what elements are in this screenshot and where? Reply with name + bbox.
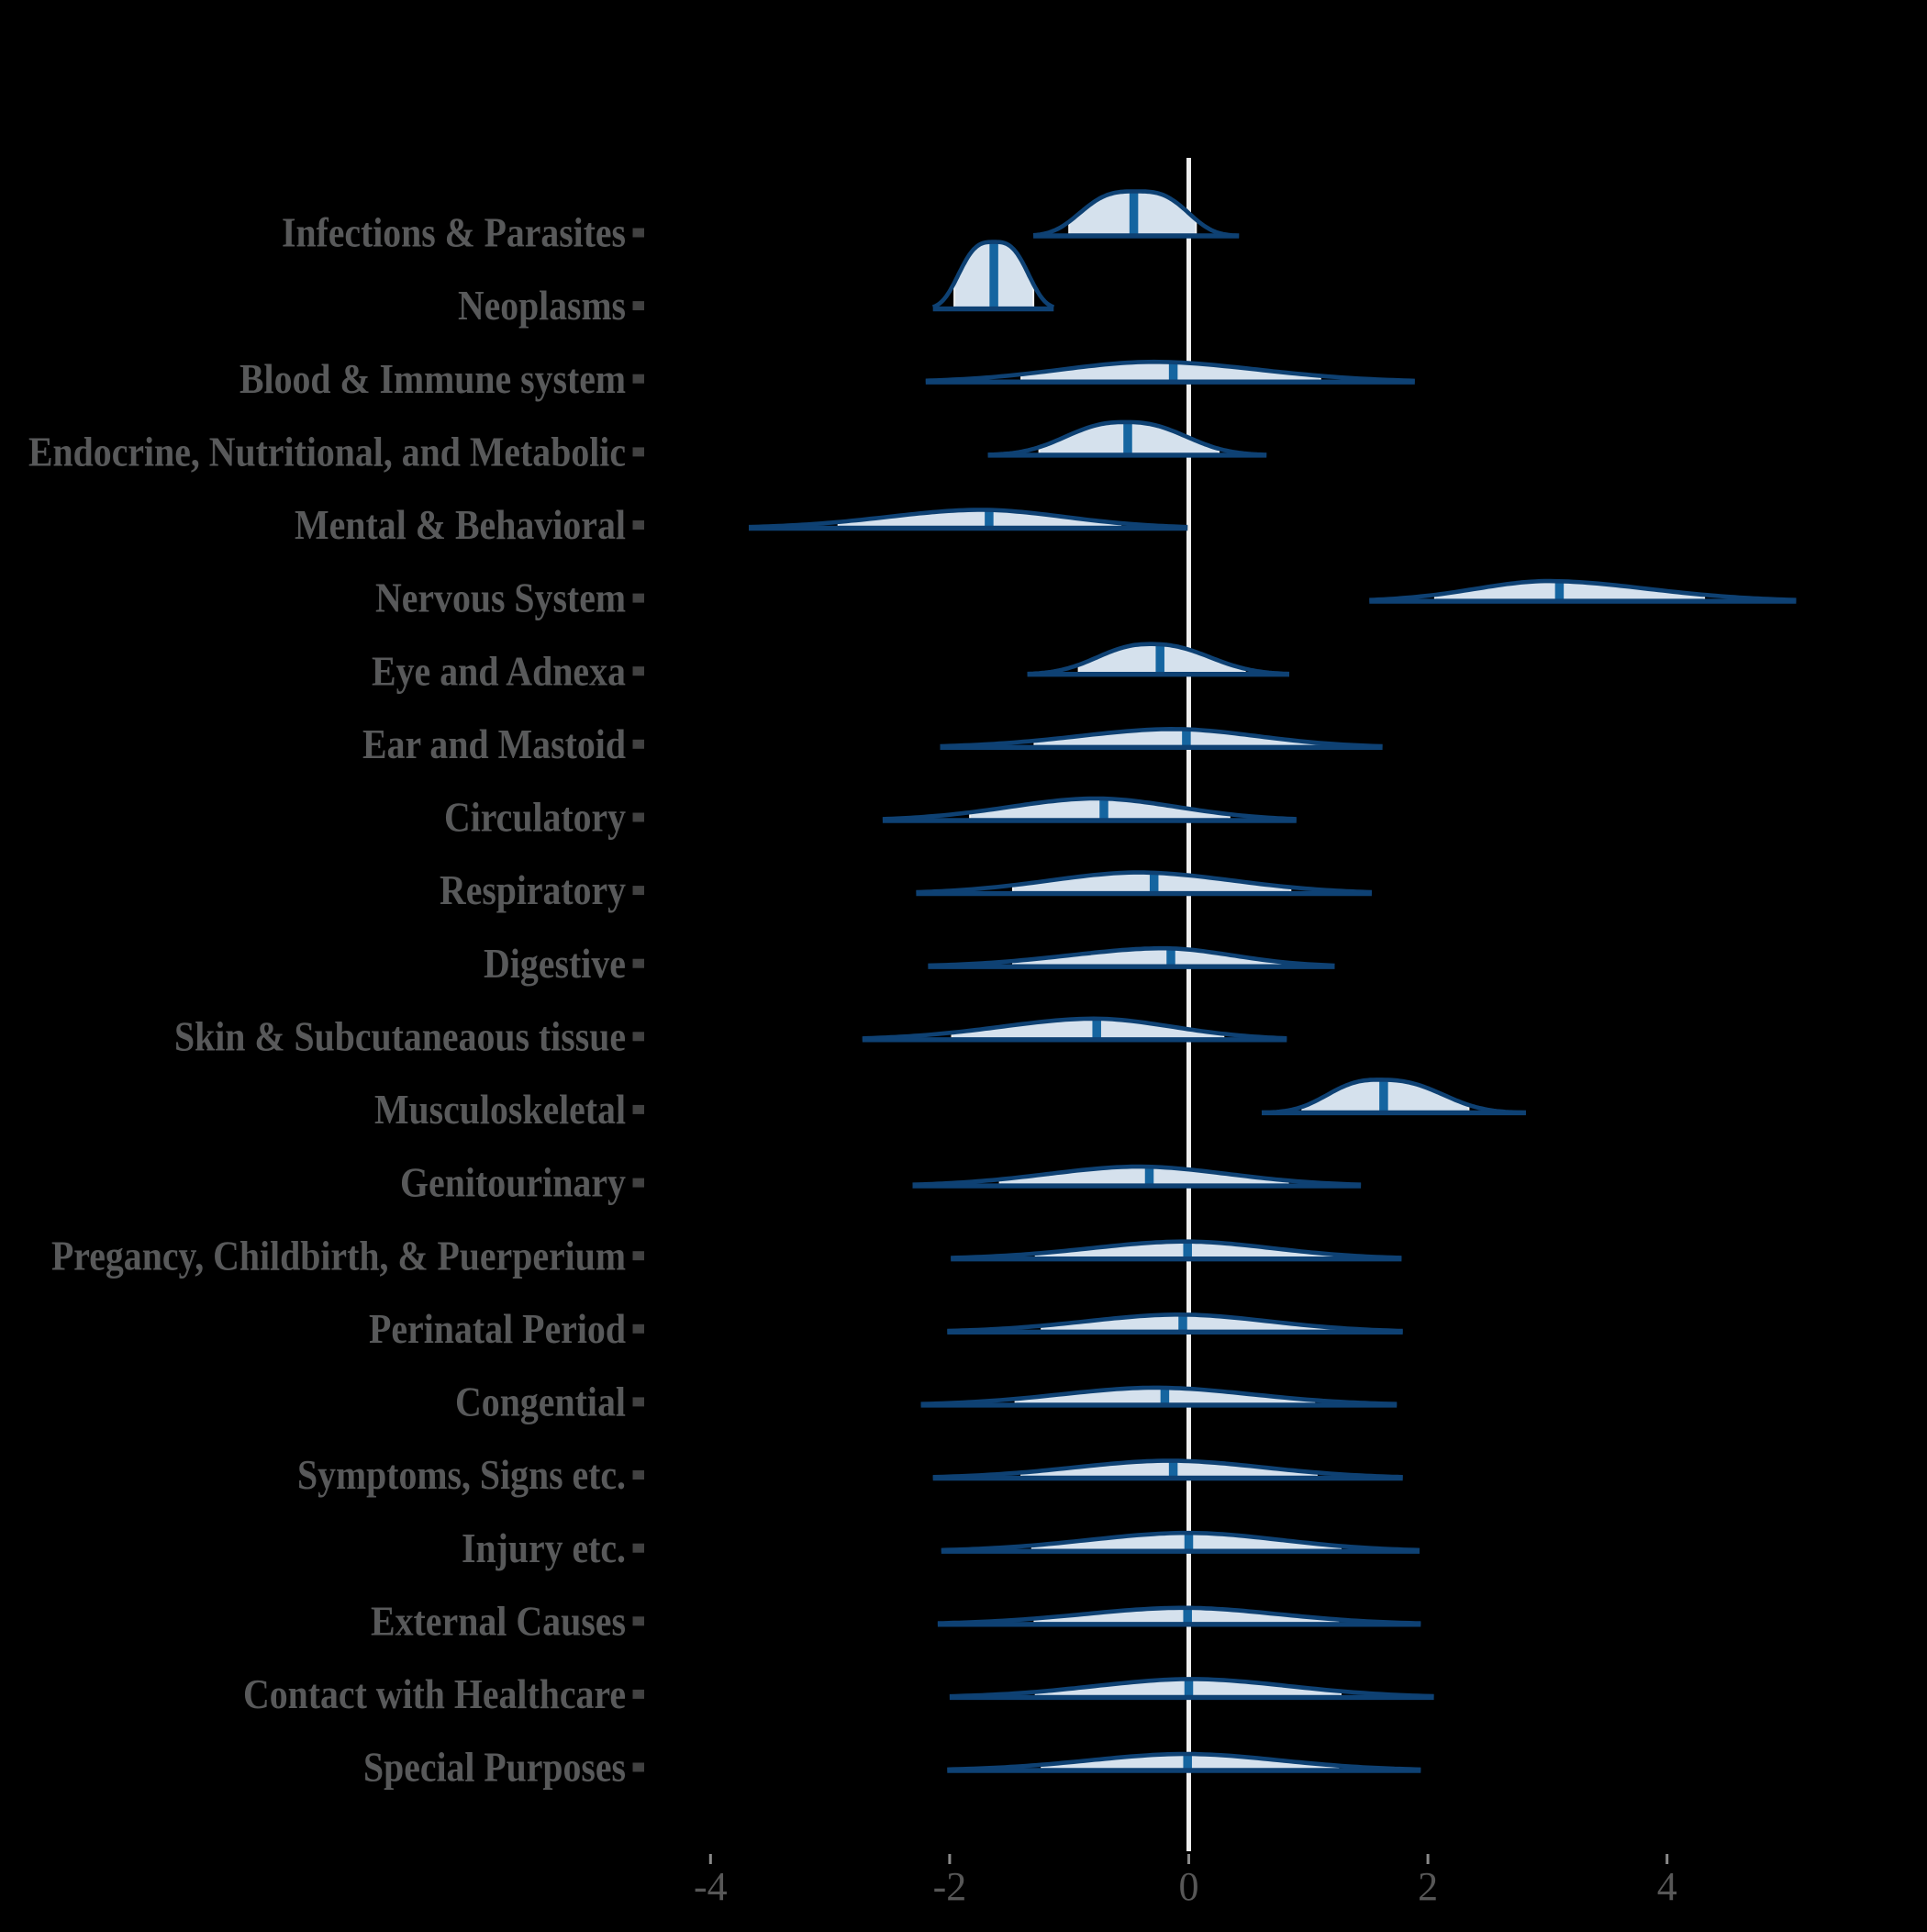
svg-text:4: 4 <box>1657 1864 1677 1909</box>
svg-text:Neoplasms: Neoplasms <box>458 282 626 329</box>
svg-text:Perinatal Period: Perinatal Period <box>369 1305 626 1352</box>
svg-text:Symptoms, Signs etc.: Symptoms, Signs etc. <box>297 1451 626 1498</box>
svg-text:Congential: Congential <box>455 1379 626 1425</box>
svg-text:Special Purposes: Special Purposes <box>363 1744 626 1791</box>
svg-text:Injury etc.: Injury etc. <box>462 1524 626 1571</box>
svg-text:External Causes: External Causes <box>371 1597 626 1644</box>
svg-text:0: 0 <box>1179 1864 1199 1909</box>
svg-text:Genitourinary: Genitourinary <box>400 1159 626 1206</box>
svg-text:-2: -2 <box>933 1864 967 1909</box>
svg-text:Mental & Behavioral: Mental & Behavioral <box>295 501 626 548</box>
svg-text:2: 2 <box>1418 1864 1438 1909</box>
svg-text:Contact with Healthcare: Contact with Healthcare <box>243 1670 626 1717</box>
svg-text:Eye and Adnexa: Eye and Adnexa <box>372 647 626 694</box>
svg-text:Respiratory: Respiratory <box>440 866 626 913</box>
svg-text:Nervous System: Nervous System <box>375 575 626 621</box>
svg-text:Digestive: Digestive <box>484 940 626 987</box>
svg-text:Skin & Subcutaneaous tissue: Skin & Subcutaneaous tissue <box>174 1012 626 1059</box>
svg-text:Endocrine, Nutritional, and Me: Endocrine, Nutritional, and Metabolic <box>28 429 626 475</box>
svg-text:Blood & Immune system: Blood & Immune system <box>239 355 626 402</box>
svg-text:-4: -4 <box>694 1864 728 1909</box>
svg-text:Ear and Mastoid: Ear and Mastoid <box>362 720 626 767</box>
svg-text:Infections & Parasites: Infections & Parasites <box>282 209 626 256</box>
svg-text:Pregancy, Childbirth, & Puerpe: Pregancy, Childbirth, & Puerperium <box>51 1232 626 1279</box>
svg-text:Musculoskeletal: Musculoskeletal <box>374 1086 626 1133</box>
svg-text:Circulatory: Circulatory <box>444 794 626 841</box>
